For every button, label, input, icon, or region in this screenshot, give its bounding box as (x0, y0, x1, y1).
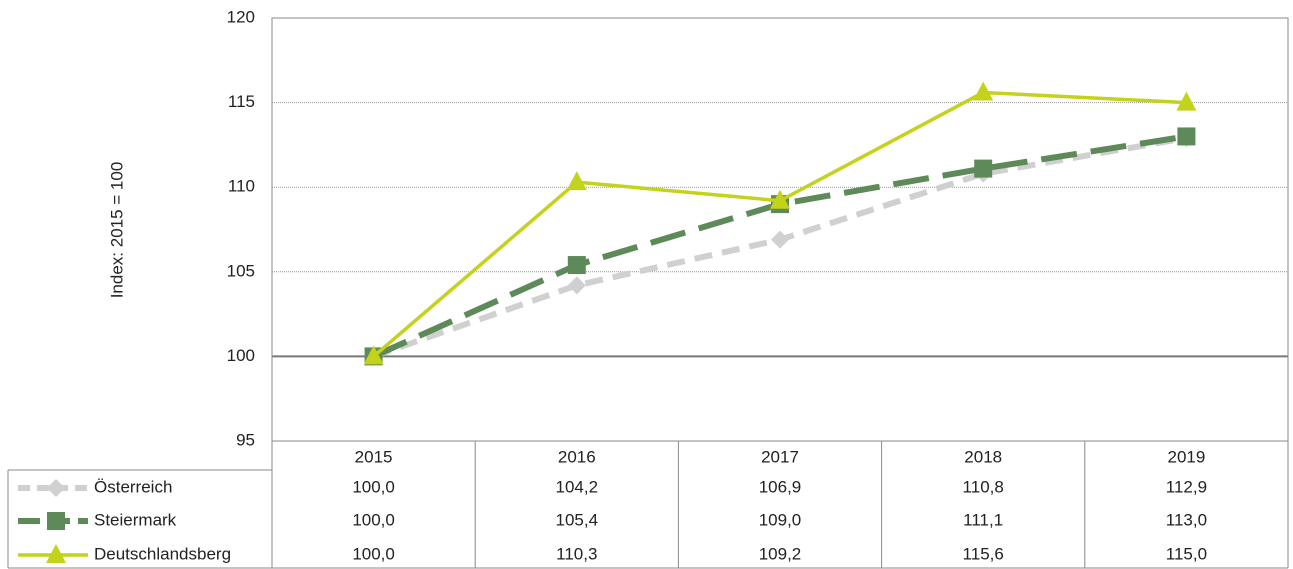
legend-marker (47, 512, 65, 530)
legend-marker (47, 479, 65, 497)
y-tick-label: 110 (228, 177, 255, 196)
plot-border (271, 17, 1289, 442)
x-tick-label: 2018 (964, 447, 1002, 466)
table-value: 112,9 (1166, 477, 1207, 496)
series-marker (770, 189, 790, 209)
table-value: 104,2 (556, 477, 599, 496)
series-marker (567, 276, 586, 295)
table-value: 109,0 (759, 510, 802, 529)
x-tick-label: 2016 (558, 447, 596, 466)
series-marker (771, 230, 789, 249)
table-value: 100,0 (352, 477, 395, 496)
table-value: 111,1 (963, 510, 1003, 529)
table-value: 110,8 (963, 477, 1004, 496)
y-tick-label: 95 (236, 430, 255, 449)
table-value: 106,9 (759, 477, 802, 496)
table-value: 115,6 (963, 544, 1004, 563)
y-tick-label: 100 (227, 346, 255, 365)
series-marker (974, 159, 993, 178)
table-value: 100,0 (352, 544, 395, 563)
table-value: 100,0 (352, 510, 395, 529)
series-marker (973, 81, 994, 101)
series-marker (566, 171, 587, 191)
y-tick-label: 115 (228, 92, 255, 111)
x-tick-label: 2019 (1167, 447, 1205, 466)
legend-label: Steiermark (94, 510, 177, 529)
legend-label: Deutschlandsberg (94, 544, 231, 563)
y-axis-label: Index: 2015 = 100 (107, 162, 126, 299)
x-tick-label: 2015 (355, 447, 393, 466)
y-tick-label: 105 (227, 261, 255, 280)
table-value: 113,0 (1166, 510, 1207, 529)
table-value: 110,3 (556, 544, 597, 563)
table-value: 109,2 (759, 544, 802, 563)
x-tick-label: 2017 (761, 447, 799, 466)
table-value: 115,0 (1166, 544, 1207, 563)
series-marker (1176, 91, 1197, 111)
series-marker (567, 256, 586, 275)
series-marker (1177, 127, 1196, 146)
series-marker (363, 345, 384, 365)
table-value: 105,4 (556, 510, 599, 529)
legend-marker (46, 544, 66, 563)
y-tick-label: 120 (227, 7, 255, 26)
legend-label: Österreich (94, 477, 172, 496)
